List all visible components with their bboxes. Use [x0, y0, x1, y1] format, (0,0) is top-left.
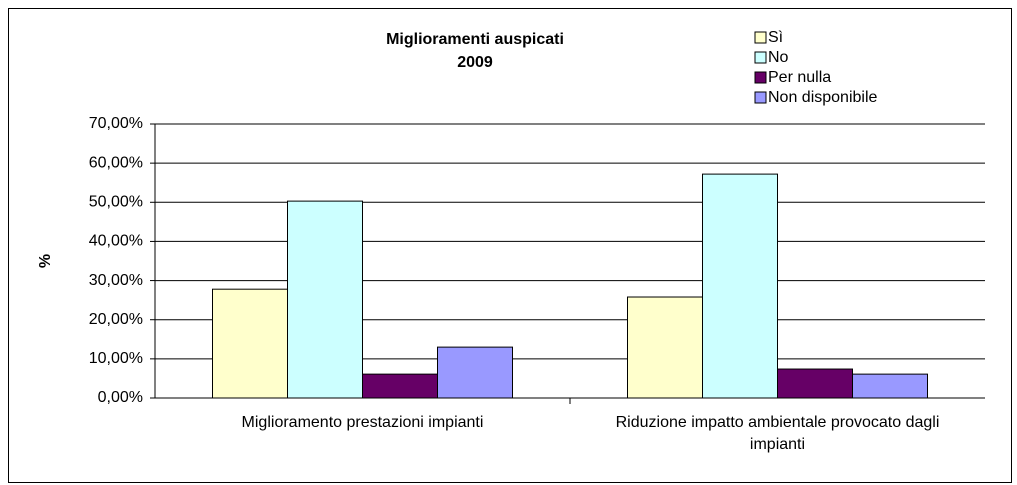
bar: [702, 173, 778, 399]
x-tick-label-box: Riduzione impatto ambientale provocato d…: [615, 414, 940, 453]
legend-swatch: [754, 91, 767, 104]
legend-swatch: [754, 51, 767, 64]
legend-swatch: [754, 31, 767, 44]
x-tick-label: Riduzione impatto ambientale provocato d…: [615, 414, 940, 453]
bar: [777, 368, 853, 399]
x-tick-label-box: Miglioramento prestazioni impianti: [241, 414, 484, 431]
legend-label: Per nulla: [768, 69, 831, 86]
bar: [627, 296, 703, 399]
y-tick-label: 50,00%: [89, 194, 143, 211]
bar: [362, 373, 438, 399]
bar: [212, 288, 288, 399]
bar: [287, 200, 363, 399]
y-tick-label: 10,00%: [89, 350, 143, 367]
y-axis-label: %: [37, 254, 54, 268]
bar: [437, 346, 513, 399]
chart-border: [8, 8, 1012, 483]
y-tick-label: 40,00%: [89, 233, 143, 250]
bar: [852, 373, 928, 399]
legend-swatch: [754, 71, 767, 84]
y-tick-label: 20,00%: [89, 311, 143, 328]
y-tick-label: 0,00%: [98, 389, 143, 406]
y-tick-label: 30,00%: [89, 272, 143, 289]
y-tick-label: 70,00%: [89, 115, 143, 132]
legend-label: No: [768, 49, 789, 66]
legend-label: Non disponibile: [768, 89, 878, 106]
x-tick-label: Miglioramento prestazioni impianti: [241, 414, 484, 431]
chart-title: Miglioramenti auspicati: [386, 31, 564, 48]
y-tick-label: 60,00%: [89, 154, 143, 171]
chart-subtitle: 2009: [457, 54, 493, 71]
legend-label: Sì: [768, 29, 783, 46]
